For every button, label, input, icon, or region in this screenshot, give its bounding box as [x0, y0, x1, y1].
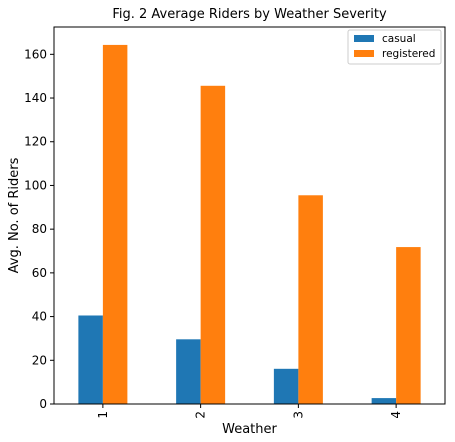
- bar-registered-1: [102, 44, 128, 405]
- bar-casual-3: [273, 368, 299, 404]
- y-tick-label: 160: [24, 47, 47, 61]
- y-tick-label: 120: [24, 135, 47, 149]
- bar-casual-1: [78, 315, 103, 404]
- x-tick-label: 4: [389, 411, 403, 419]
- bar-registered-3: [298, 195, 323, 404]
- legend-swatch-casual: [354, 35, 374, 42]
- bar-casual-2: [176, 339, 201, 404]
- y-tick-label: 0: [39, 397, 47, 411]
- plot-frame: [53, 26, 446, 405]
- legend-swatch-registered: [354, 50, 374, 57]
- y-tick-label: 40: [32, 310, 47, 324]
- bar-casual-4: [371, 398, 397, 404]
- chart-title: Fig. 2 Average Riders by Weather Severit…: [112, 7, 387, 22]
- y-axis-label: Avg. No. of Riders: [7, 157, 22, 273]
- legend-label-casual: casual: [382, 33, 416, 45]
- bars-group: [78, 44, 421, 405]
- x-axis-label: Weather: [222, 422, 277, 437]
- legend-label-registered: registered: [382, 48, 435, 60]
- y-tick-label: 140: [24, 91, 47, 105]
- legend: casual registered: [347, 29, 442, 65]
- bar-registered-4: [396, 247, 421, 404]
- x-tick-label: 1: [96, 411, 110, 419]
- y-tick-label: 20: [32, 353, 47, 367]
- bar-registered-2: [200, 85, 226, 404]
- x-tick-label: 3: [291, 411, 305, 419]
- y-axis-ticks: 0 20 40 60 80 100 120 140 160: [24, 47, 54, 411]
- y-tick-label: 100: [24, 178, 47, 192]
- x-tick-label: 2: [194, 411, 208, 419]
- y-tick-label: 60: [32, 266, 47, 280]
- x-axis-ticks: 1 2 3 4: [96, 404, 403, 419]
- y-tick-label: 80: [32, 222, 47, 236]
